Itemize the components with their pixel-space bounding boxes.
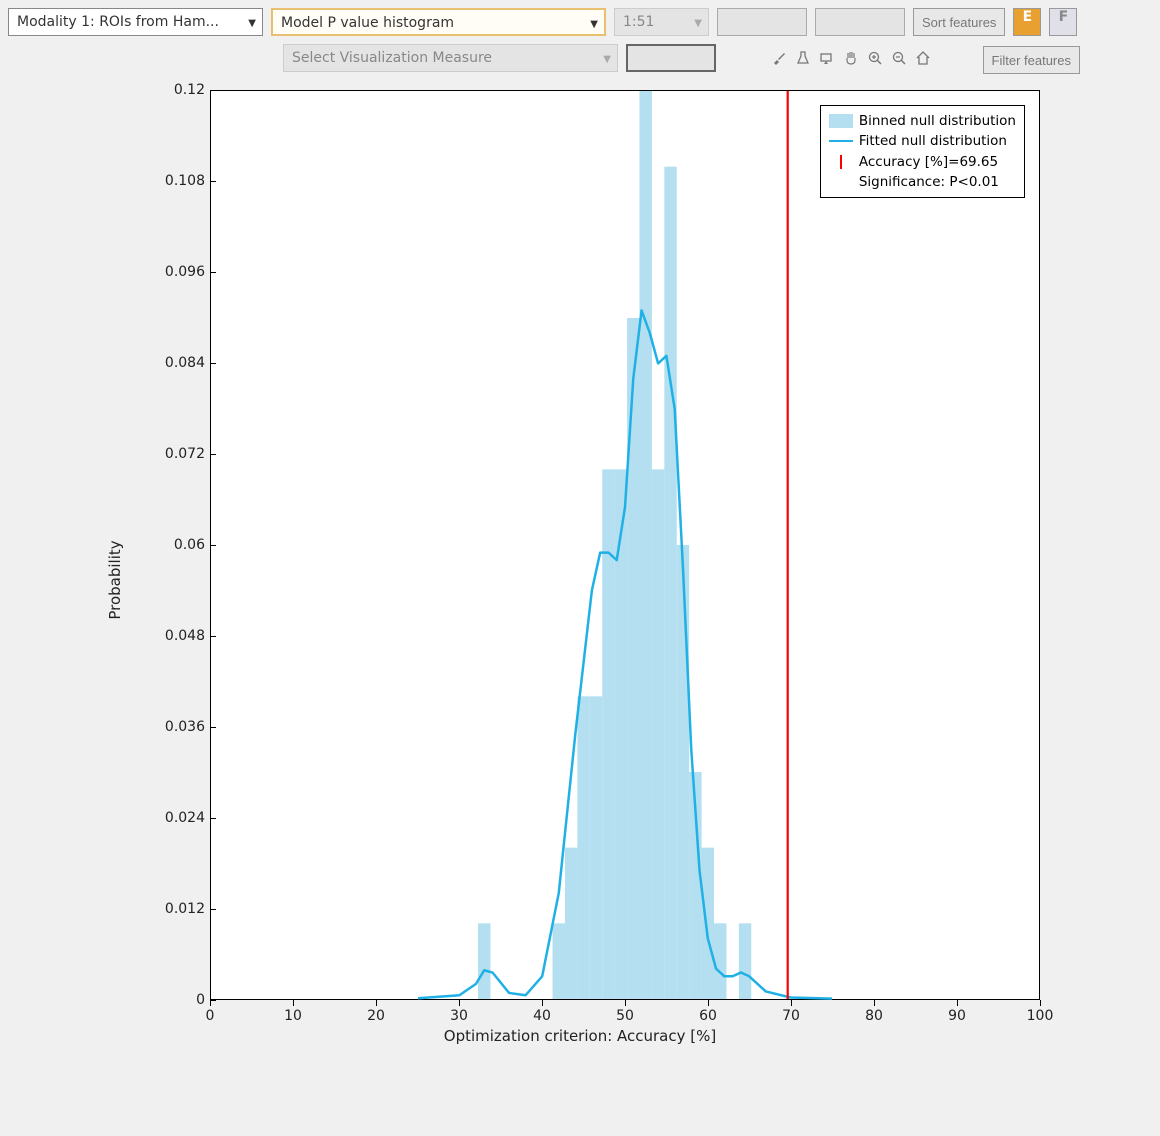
beaker-icon[interactable]	[794, 49, 812, 67]
histogram-type-dropdown[interactable]: Model P value histogram	[271, 8, 606, 36]
pan-icon[interactable]	[842, 49, 860, 67]
viz-measure-dropdown: Select Visualization Measure	[283, 44, 618, 72]
plot-tools	[770, 49, 1152, 67]
zoom-out-icon[interactable]	[890, 49, 908, 67]
y-tick: 0.084	[165, 355, 205, 371]
e-button[interactable]: E	[1013, 8, 1041, 36]
y-tick: 0.024	[165, 810, 205, 826]
x-tick: 90	[948, 1008, 966, 1024]
brush-icon[interactable]	[770, 49, 788, 67]
textbox-3	[626, 44, 716, 72]
toolbar-main: Modality 1: ROIs from Ham... Model P val…	[0, 0, 1160, 44]
zoom-in-icon[interactable]	[866, 49, 884, 67]
plot-area[interactable]: Binned null distribution Fitted null dis…	[210, 90, 1040, 1000]
y-tick: 0.096	[165, 264, 205, 280]
legend: Binned null distribution Fitted null dis…	[820, 105, 1025, 198]
chart-container: Binned null distribution Fitted null dis…	[60, 80, 1100, 1080]
textbox-2	[815, 8, 905, 36]
chart-svg	[211, 91, 1039, 999]
y-tick: 0.108	[165, 173, 205, 189]
x-tick: 40	[533, 1008, 551, 1024]
y-tick: 0.12	[174, 82, 205, 98]
sort-features-button[interactable]: Sort features	[913, 8, 1005, 36]
textbox-1	[717, 8, 807, 36]
x-tick: 0	[206, 1008, 215, 1024]
legend-significance: Significance: P<0.01	[829, 172, 1016, 192]
toolbar-secondary: Select Visualization Measure Filter feat…	[275, 44, 1160, 80]
modality-dropdown[interactable]: Modality 1: ROIs from Ham...	[8, 8, 263, 36]
home-icon[interactable]	[914, 49, 932, 67]
x-tick: 50	[616, 1008, 634, 1024]
legend-accuracy: Accuracy [%]=69.65	[829, 152, 1016, 172]
legend-fitted: Fitted null distribution	[829, 131, 1016, 151]
x-tick: 30	[450, 1008, 468, 1024]
legend-binned: Binned null distribution	[829, 111, 1016, 131]
x-tick: 20	[367, 1008, 385, 1024]
y-tick: 0.036	[165, 719, 205, 735]
y-tick: 0.012	[165, 901, 205, 917]
data-tip-icon[interactable]	[818, 49, 836, 67]
y-tick: 0.06	[174, 537, 205, 553]
y-axis-label: Probability	[106, 540, 124, 619]
f-button[interactable]: F	[1049, 8, 1077, 36]
y-tick: 0.072	[165, 446, 205, 462]
x-tick: 70	[782, 1008, 800, 1024]
y-tick: 0.048	[165, 628, 205, 644]
x-tick: 80	[865, 1008, 883, 1024]
x-tick: 60	[699, 1008, 717, 1024]
filter-features-button[interactable]: Filter features	[983, 46, 1080, 74]
y-tick: 0	[196, 992, 205, 1008]
x-tick: 100	[1027, 1008, 1054, 1024]
ratio-dropdown: 1:51	[614, 8, 709, 36]
x-axis-label: Optimization criterion: Accuracy [%]	[444, 1027, 716, 1045]
x-tick: 10	[284, 1008, 302, 1024]
